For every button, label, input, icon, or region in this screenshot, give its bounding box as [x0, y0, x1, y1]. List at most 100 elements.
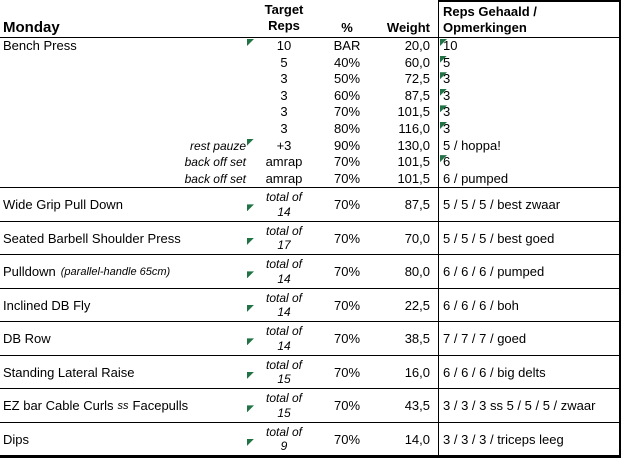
weight-cell[interactable]: 87,5	[404, 87, 430, 103]
set-type-label-cell[interactable]: back off set	[0, 154, 246, 171]
percent-cell[interactable]: 60%	[333, 87, 361, 103]
reps-achieved-cell[interactable]: 6 / 6 / 6 / pumped	[438, 255, 619, 288]
weight-cell[interactable]: 70,0	[404, 230, 430, 246]
exercise-name-cell[interactable]: Inclined DB Fly	[0, 289, 246, 322]
set-type-label-cell[interactable]: rest pauze	[0, 138, 246, 155]
exercise-name-cell[interactable]: DB Row	[0, 322, 246, 355]
target-reps-cell[interactable]: total of 15	[246, 389, 322, 422]
target-reps-cell[interactable]: 3	[280, 87, 288, 103]
weight-cell[interactable]: 16,0	[404, 364, 430, 380]
percent-cell[interactable]: 70%	[333, 104, 361, 120]
percent-cell[interactable]: 90%	[333, 137, 361, 153]
target-reps-cell[interactable]: 5	[280, 54, 288, 70]
exercise-block: Wide Grip Pull Down total of 14 70% 87,5…	[0, 188, 619, 222]
weight-cell[interactable]: 20,0	[404, 38, 430, 53]
exercise-name-cell[interactable]: EZ bar Cable Curls ss Facepulls	[0, 389, 246, 422]
exercise-name-cell[interactable]	[0, 88, 246, 105]
weight-cell[interactable]: 130,0	[397, 137, 430, 153]
weight-cell[interactable]: 101,5	[397, 104, 430, 120]
exercise-name: Dips	[3, 431, 30, 447]
target-reps-cell[interactable]: 3	[280, 71, 288, 87]
target-reps-cell[interactable]: total of 15	[246, 356, 322, 389]
target-reps-cell[interactable]: +3	[246, 138, 322, 155]
set-type-label-cell[interactable]: back off set	[0, 171, 246, 188]
percent-cell[interactable]: 80%	[333, 120, 361, 136]
target-reps-cell[interactable]: amrap	[265, 154, 303, 170]
percent-cell[interactable]: 70%	[333, 170, 361, 186]
exercise-block: Dips total of 9 70% 14,0 3 / 3 / 3 / tri…	[0, 422, 619, 456]
target-reps-cell[interactable]: total of 17	[246, 222, 322, 255]
target-reps-cell[interactable]: 3	[280, 120, 288, 136]
weight-cell[interactable]: 14,0	[404, 431, 430, 447]
exercise-name-cell[interactable]: Wide Grip Pull Down	[0, 188, 246, 221]
reps-achieved-cell[interactable]: 6 / pumped	[438, 170, 619, 188]
exercise-name-cell[interactable]: Pulldown (parallel-handle 65cm)	[0, 255, 246, 288]
exercise-name-cell[interactable]: Standing Lateral Raise	[0, 356, 246, 389]
superset-label: ss	[117, 399, 129, 412]
target-reps-cell[interactable]: total of 14	[246, 322, 322, 355]
reps-achieved-cell[interactable]: 6	[438, 154, 619, 171]
target-reps-cell[interactable]: amrap	[265, 170, 303, 186]
weight-cell[interactable]: 101,5	[397, 170, 430, 186]
percent-cell[interactable]: 70%	[333, 431, 361, 447]
set-type-label: back off set	[184, 155, 246, 170]
exercise-name-cell[interactable]	[0, 104, 246, 121]
weight-cell[interactable]: 60,0	[404, 54, 430, 70]
weight-cell[interactable]: 101,5	[397, 154, 430, 170]
reps-achieved-cell[interactable]: 3	[438, 71, 619, 88]
reps-achieved-cell[interactable]: 5 / 5 / 5 / best goed	[438, 221, 619, 255]
exercise-block: EZ bar Cable Curls ss Facepulls total of…	[0, 389, 619, 423]
percent-cell[interactable]: 70%	[333, 364, 361, 380]
reps-achieved-cell[interactable]: 5	[438, 54, 619, 72]
weight-cell[interactable]: 22,5	[404, 297, 430, 313]
exercise-name-cell[interactable]: Dips	[0, 423, 246, 456]
percent-cell[interactable]: 70%	[333, 197, 361, 213]
weight-header-cell[interactable]: Weight	[386, 20, 430, 35]
percent-cell[interactable]: BAR	[333, 38, 361, 53]
target-reps-cell[interactable]: total of 14	[246, 255, 322, 288]
target-reps-cell[interactable]: 10	[246, 38, 322, 55]
weight-cell[interactable]: 80,0	[404, 264, 430, 280]
exercise-name-cell[interactable]	[0, 71, 246, 88]
reps-achieved-cell[interactable]: 3	[438, 120, 619, 138]
exercise-name-cell[interactable]: Seated Barbell Shoulder Press	[0, 222, 246, 255]
reps-achieved-cell[interactable]: 7 / 7 / 7 / goed	[438, 322, 619, 355]
reps-achieved-cell[interactable]: 3	[438, 104, 619, 121]
target-reps-cell[interactable]: total of 14	[246, 289, 322, 322]
weight-cell[interactable]: 38,5	[404, 331, 430, 347]
reps-achieved-cell[interactable]: 5 / 5 / 5 / best zwaar	[438, 188, 619, 221]
reps-achieved-header-cell[interactable]: Reps Gehaald / Opmerkingen	[438, 0, 619, 37]
error-indicator-icon	[440, 55, 447, 63]
reps-achieved-cell[interactable]: 6 / 6 / 6 / boh	[438, 288, 619, 322]
target-reps-cell[interactable]: 3	[280, 104, 288, 120]
percent-cell[interactable]: 70%	[333, 398, 361, 414]
reps-achieved-cell[interactable]: 6 / 6 / 6 / big delts	[438, 355, 619, 389]
weight-cell[interactable]: 116,0	[398, 120, 430, 136]
percent-cell[interactable]: 70%	[333, 331, 361, 347]
exercise-name-cell[interactable]	[0, 55, 246, 72]
exercise-name-cell[interactable]: Bench Press	[0, 38, 246, 55]
percent-cell[interactable]: 70%	[333, 154, 361, 170]
exercise-name-cell[interactable]	[0, 121, 246, 138]
percent-cell[interactable]: 40%	[333, 54, 361, 70]
percent-cell[interactable]: 70%	[333, 297, 361, 313]
reps-achieved-cell[interactable]: 3 / 3 / 3 ss 5 / 5 / 5 / zwaar	[438, 389, 619, 422]
percent-cell[interactable]: 70%	[333, 264, 361, 280]
day-header-cell[interactable]: Monday	[0, 0, 246, 37]
table-row: 5 40% 60,0 5	[0, 54, 619, 72]
reps-achieved-cell[interactable]: 5 / hoppa!	[438, 137, 619, 155]
target-reps-header-cell[interactable]: Target Reps	[246, 0, 322, 37]
weight-cell[interactable]: 43,5	[404, 398, 430, 414]
weight-cell[interactable]: 72,5	[404, 71, 430, 87]
reps-achieved-cell[interactable]: 10	[438, 38, 619, 55]
reps-achieved-cell[interactable]: 3	[438, 87, 619, 105]
percent-header-cell[interactable]: %	[341, 20, 353, 35]
reps-achieved-cell[interactable]: 3 / 3 / 3 / triceps leeg	[438, 422, 619, 456]
percent-cell[interactable]: 70%	[333, 230, 361, 246]
weight-cell[interactable]: 87,5	[404, 197, 430, 213]
target-reps-cell[interactable]: total of 14	[246, 188, 322, 221]
percent-cell[interactable]: 50%	[333, 71, 361, 87]
error-indicator-icon	[440, 105, 447, 113]
target-reps-cell[interactable]: total of 9	[246, 423, 322, 456]
